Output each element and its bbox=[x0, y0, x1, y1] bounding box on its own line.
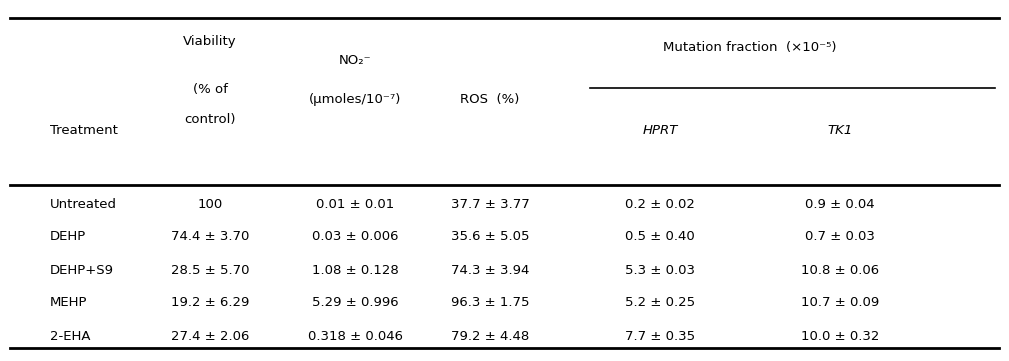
Text: 0.03 ± 0.006: 0.03 ± 0.006 bbox=[312, 231, 399, 244]
Text: 35.6 ± 5.05: 35.6 ± 5.05 bbox=[451, 231, 530, 244]
Text: Mutation fraction  (×10⁻⁵): Mutation fraction (×10⁻⁵) bbox=[663, 42, 836, 55]
Text: 79.2 ± 4.48: 79.2 ± 4.48 bbox=[451, 330, 529, 343]
Text: NO₂⁻: NO₂⁻ bbox=[339, 53, 371, 66]
Text: 0.318 ± 0.046: 0.318 ± 0.046 bbox=[308, 330, 403, 343]
Text: 7.7 ± 0.35: 7.7 ± 0.35 bbox=[625, 330, 695, 343]
Text: Viability: Viability bbox=[184, 35, 237, 48]
Text: 96.3 ± 1.75: 96.3 ± 1.75 bbox=[451, 296, 530, 309]
Text: 0.9 ± 0.04: 0.9 ± 0.04 bbox=[805, 197, 875, 210]
Text: 10.7 ± 0.09: 10.7 ± 0.09 bbox=[801, 296, 879, 309]
Text: 2-EHA: 2-EHA bbox=[50, 330, 91, 343]
Text: 100: 100 bbox=[198, 197, 223, 210]
Text: 74.4 ± 3.70: 74.4 ± 3.70 bbox=[171, 231, 249, 244]
Text: DEHP+S9: DEHP+S9 bbox=[50, 264, 114, 277]
Text: control): control) bbox=[185, 113, 236, 126]
Text: 0.7 ± 0.03: 0.7 ± 0.03 bbox=[805, 231, 875, 244]
Text: (% of: (% of bbox=[193, 83, 227, 96]
Text: 5.3 ± 0.03: 5.3 ± 0.03 bbox=[625, 264, 695, 277]
Text: HPRT: HPRT bbox=[643, 123, 678, 136]
Text: 1.08 ± 0.128: 1.08 ± 0.128 bbox=[312, 264, 399, 277]
Text: 10.0 ± 0.32: 10.0 ± 0.32 bbox=[801, 330, 879, 343]
Text: 5.29 ± 0.996: 5.29 ± 0.996 bbox=[312, 296, 399, 309]
Text: (μmoles/10⁻⁷): (μmoles/10⁻⁷) bbox=[309, 93, 402, 106]
Text: 28.5 ± 5.70: 28.5 ± 5.70 bbox=[171, 264, 249, 277]
Text: MEHP: MEHP bbox=[50, 296, 88, 309]
Text: 74.3 ± 3.94: 74.3 ± 3.94 bbox=[451, 264, 529, 277]
Text: 0.5 ± 0.40: 0.5 ± 0.40 bbox=[626, 231, 695, 244]
Text: 0.01 ± 0.01: 0.01 ± 0.01 bbox=[316, 197, 395, 210]
Text: 19.2 ± 6.29: 19.2 ± 6.29 bbox=[171, 296, 249, 309]
Text: 0.2 ± 0.02: 0.2 ± 0.02 bbox=[625, 197, 695, 210]
Text: DEHP: DEHP bbox=[50, 231, 86, 244]
Text: 27.4 ± 2.06: 27.4 ± 2.06 bbox=[171, 330, 249, 343]
Text: Untreated: Untreated bbox=[50, 197, 117, 210]
Text: 10.8 ± 0.06: 10.8 ± 0.06 bbox=[801, 264, 879, 277]
Text: TK1: TK1 bbox=[827, 123, 853, 136]
Text: ROS  (%): ROS (%) bbox=[460, 93, 520, 106]
Text: Treatment: Treatment bbox=[50, 123, 118, 136]
Text: 37.7 ± 3.77: 37.7 ± 3.77 bbox=[451, 197, 530, 210]
Text: 5.2 ± 0.25: 5.2 ± 0.25 bbox=[625, 296, 695, 309]
